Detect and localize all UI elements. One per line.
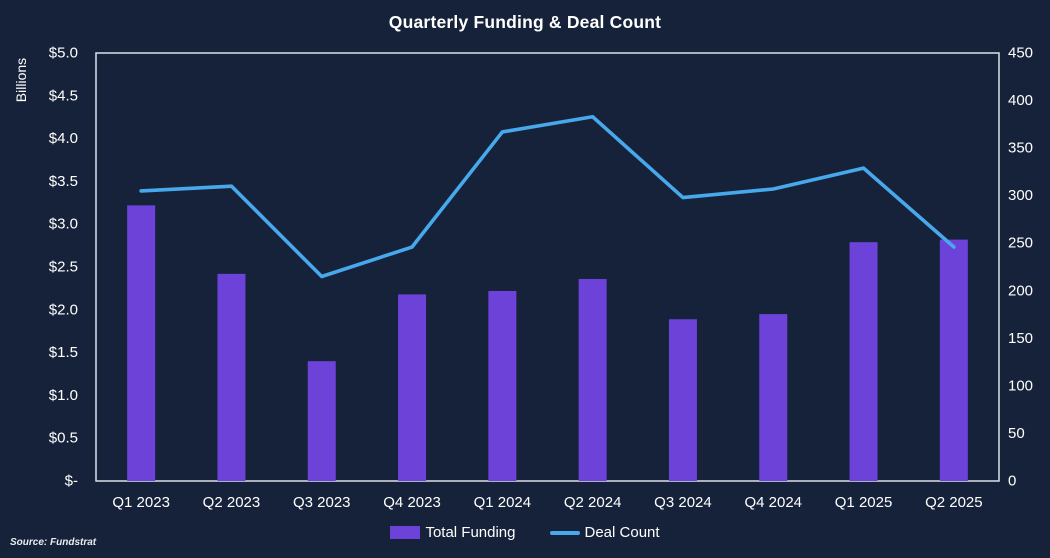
left-axis-tick-label: $3.5 xyxy=(49,173,78,190)
x-axis-tick-label: Q2 2025 xyxy=(925,494,983,511)
right-axis-tick-label: 250 xyxy=(1008,235,1033,252)
right-axis-tick-label: 100 xyxy=(1008,377,1033,394)
left-axis-tick-label: $1.5 xyxy=(49,344,78,361)
plot-border xyxy=(95,52,1000,482)
funding-bar xyxy=(307,361,336,481)
x-axis-tick-label: Q4 2023 xyxy=(383,494,441,511)
legend-label-deal-count: Deal Count xyxy=(584,524,660,541)
x-axis-tick-label: Q2 2024 xyxy=(564,494,622,511)
funding-bar xyxy=(668,319,697,481)
funding-bar xyxy=(578,278,607,481)
left-axis-title: Billions xyxy=(13,58,29,102)
source-note: Source: Fundstrat xyxy=(10,537,97,548)
left-axis-tick-label: $4.5 xyxy=(49,87,78,104)
x-axis-tick-label: Q2 2023 xyxy=(203,494,261,511)
x-axis-tick-label: Q3 2024 xyxy=(654,494,712,511)
x-axis-tick-label: Q4 2024 xyxy=(744,494,802,511)
funding-bar xyxy=(849,242,878,481)
legend-label-total-funding: Total Funding xyxy=(425,524,516,541)
left-axis-tick-label: $3.0 xyxy=(49,216,78,233)
left-axis-tick-label: $4.0 xyxy=(49,130,78,147)
left-axis-tick-label: $1.0 xyxy=(49,387,78,404)
funding-bar xyxy=(127,205,156,482)
right-axis-tick-label: 50 xyxy=(1008,425,1025,442)
legend-item-deal-count: Deal Count xyxy=(549,524,660,541)
funding-bar xyxy=(398,294,427,481)
deal-count-line xyxy=(139,114,956,279)
x-axis-tick-label: Q1 2024 xyxy=(474,494,532,511)
x-axis-tick-label: Q1 2023 xyxy=(112,494,170,511)
left-axis-tick-label: $5.0 xyxy=(49,45,78,62)
left-axis-tick-label: $0.5 xyxy=(49,430,78,447)
left-axis-tick-label: $- xyxy=(65,473,78,490)
funding-bar xyxy=(488,290,517,481)
x-axis-tick-label: Q3 2023 xyxy=(293,494,351,511)
right-axis-tick-label: 400 xyxy=(1008,92,1033,109)
right-axis-tick-label: 200 xyxy=(1008,282,1033,299)
right-axis-tick-label: 300 xyxy=(1008,187,1033,204)
legend-item-total-funding: Total Funding xyxy=(390,524,516,541)
funding-bar xyxy=(939,239,968,481)
right-axis-tick-label: 450 xyxy=(1008,45,1033,62)
left-axis-tick-label: $2.0 xyxy=(49,301,78,318)
right-axis-tick-label: 150 xyxy=(1008,330,1033,347)
x-axis-tick-label: Q1 2025 xyxy=(835,494,893,511)
legend: Total Funding Deal Count xyxy=(0,524,1050,541)
funding-bar xyxy=(217,273,246,481)
right-axis-tick-label: 0 xyxy=(1008,473,1016,490)
total-funding-swatch-icon xyxy=(390,526,421,539)
funding-bar xyxy=(759,314,788,481)
right-axis-tick-label: 350 xyxy=(1008,140,1033,157)
deal-count-swatch-icon xyxy=(549,530,580,535)
left-axis-tick-label: $2.5 xyxy=(49,259,78,276)
chart-title: Quarterly Funding & Deal Count xyxy=(388,12,662,32)
